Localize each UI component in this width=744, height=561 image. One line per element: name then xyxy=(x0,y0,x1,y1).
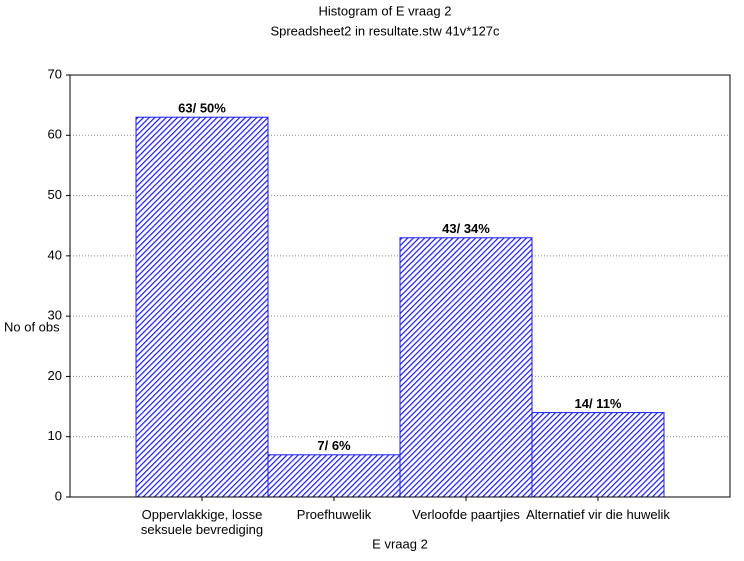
y-tick-label: 20 xyxy=(48,368,62,383)
chart-subtitle: Spreadsheet2 in resultate.stw 41v*127c xyxy=(270,23,500,38)
data-label: 63/ 50% xyxy=(178,101,226,116)
x-tick-label: Oppervlakkige, losse seksuele bevredigin… xyxy=(140,507,264,537)
x-tick-label: Proefhuwelik xyxy=(296,507,372,522)
y-tick-label: 0 xyxy=(55,488,62,503)
plot-frame xyxy=(69,74,731,498)
y-tick-label: 30 xyxy=(48,308,62,323)
y-tick-label: 10 xyxy=(48,428,62,443)
data-label: 43/ 34% xyxy=(442,221,490,236)
bar xyxy=(135,116,269,498)
bar xyxy=(399,237,533,498)
chart-title: Histogram of E vraag 2 xyxy=(319,3,452,18)
data-label: 14/ 11% xyxy=(575,396,622,411)
y-tick-label: 40 xyxy=(48,247,62,262)
x-tick-label: Verloofde paartjies xyxy=(412,507,520,522)
data-label: 7/ 6% xyxy=(317,438,351,453)
y-axis-label: No of obs xyxy=(4,319,60,334)
y-tick-label: 50 xyxy=(48,187,62,202)
bar xyxy=(531,412,665,498)
y-tick-label: 70 xyxy=(48,66,62,81)
x-axis-label: E vraag 2 xyxy=(372,536,428,551)
y-tick-label: 60 xyxy=(48,127,62,142)
bar xyxy=(267,454,401,498)
x-tick-label: Alternatief vir die huwelik xyxy=(526,507,670,522)
